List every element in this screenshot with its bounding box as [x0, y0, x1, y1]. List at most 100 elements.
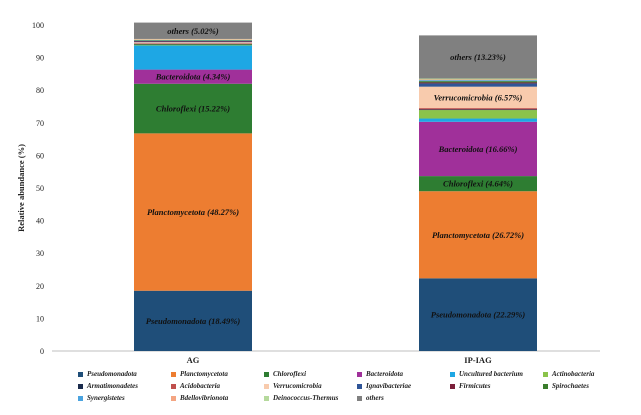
segment-label: Planctomycetota (48.27%): [147, 207, 239, 217]
bar-segment: [419, 108, 537, 110]
y-tick-label: 70: [36, 119, 44, 128]
bar-segment: [419, 86, 537, 109]
legend-label: Ignavibacteriae: [366, 382, 412, 390]
bar-segment: [419, 35, 537, 79]
bar-segment: [134, 40, 252, 42]
bar-segment: [134, 44, 252, 46]
legend-item: Acidobacteria: [171, 382, 264, 391]
legend-item: Spirochaetes: [543, 382, 636, 391]
x-category-label: AG: [187, 355, 200, 365]
segment-label: Chloroflexi (4.64%): [443, 179, 513, 189]
legend-item: Pseudomonadota: [78, 370, 171, 379]
legend-label: Bacteroidota: [366, 370, 403, 378]
bar-segment: [134, 133, 252, 291]
legend-item: Deinococcus-Thermus: [264, 394, 357, 403]
y-tick-label: 60: [36, 151, 44, 160]
legend-label: Pseudomonadota: [87, 370, 137, 378]
bar-segment: [134, 43, 252, 44]
segment-label: others (13.23%): [450, 52, 506, 62]
legend-swatch: [357, 396, 362, 401]
y-tick-label: 10: [36, 314, 44, 323]
segment-label: Planctomycetota (26.72%): [432, 230, 524, 240]
y-tick-label: 100: [32, 21, 44, 30]
legend-label: Planctomycetota: [180, 370, 228, 378]
legend-label: Actinobacteria: [552, 370, 595, 378]
y-tick-label: 80: [36, 86, 44, 95]
legend-item: Verrucomicrobia: [264, 382, 357, 391]
bar-segment: [419, 83, 537, 87]
segment-label: Pseudomonadota (22.29%): [431, 310, 526, 320]
bar-segment: [134, 43, 252, 45]
legend-item: Synergistetes: [78, 394, 171, 403]
legend-item: Ignavibacteriae: [357, 382, 450, 391]
segment-label: Chloroflexi (15.22%): [156, 104, 230, 114]
legend-swatch: [78, 396, 83, 401]
bar-segment: [419, 79, 537, 81]
y-tick-label: 40: [36, 217, 44, 226]
legend-swatch: [264, 384, 269, 389]
legend-swatch: [171, 384, 176, 389]
legend-label: Verrucomicrobia: [273, 382, 322, 390]
legend-label: Chloroflexi: [273, 370, 307, 378]
legend-item: Bacteroidota: [357, 370, 450, 379]
legend-item: Actinobacteria: [543, 370, 636, 379]
legend-swatch: [264, 372, 269, 377]
legend-label: Deinococcus-Thermus: [273, 394, 339, 402]
y-tick-label: 50: [36, 184, 44, 193]
bar-segment: [134, 45, 252, 70]
legend-label: Synergistetes: [87, 394, 125, 402]
y-tick-label: 30: [36, 249, 44, 258]
legend-item: Armatimonadetes: [78, 382, 171, 391]
legend-swatch: [450, 384, 455, 389]
bar-segment: [419, 118, 537, 122]
y-tick-label: 0: [40, 347, 44, 356]
legend-label: Spirochaetes: [552, 382, 589, 390]
bar-segment: [134, 39, 252, 40]
bars: [134, 22, 537, 351]
segment-label: others (5.02%): [167, 26, 219, 36]
bar-segment: [419, 191, 537, 279]
bar-segment: [419, 121, 537, 177]
legend-swatch: [78, 384, 83, 389]
bar-segment: [134, 42, 252, 44]
stacked-bar-chart: 0 10 20 30 40 50 60 70 80 90 100 AG IP-IAG Pseudomon…: [16, 21, 600, 365]
legend-swatch: [543, 384, 548, 389]
legend-swatch: [543, 372, 548, 377]
legend-label: Bdellovibrionota: [180, 394, 229, 402]
legend: Pseudomonadota Planctomycetota Chloroflexi…: [78, 370, 638, 403]
segment-label: Bacteroidota (4.34%): [155, 72, 231, 82]
legend-item: Firmicutes: [450, 382, 543, 391]
bar-segment: [134, 41, 252, 43]
legend-swatch: [171, 372, 176, 377]
x-category-label: IP-IAG: [464, 355, 492, 365]
legend-swatch: [264, 396, 269, 401]
bar-segment: [134, 40, 252, 41]
legend-label: Uncultured bacterium: [459, 370, 523, 378]
legend-label: Armatimonadetes: [87, 382, 138, 390]
legend-item: Uncultured bacterium: [450, 370, 543, 379]
legend-label: Firmicutes: [459, 382, 491, 390]
bar-segment: [419, 109, 537, 111]
legend-swatch: [357, 384, 362, 389]
legend-item: Planctomycetota: [171, 370, 264, 379]
y-tick-label: 90: [36, 54, 44, 63]
y-axis-label: Relative abundance (%): [16, 144, 26, 232]
segment-label: Bacteroidota (16.66%): [438, 144, 518, 154]
legend-swatch: [171, 396, 176, 401]
legend-item: Chloroflexi: [264, 370, 357, 379]
bar-segment: [419, 110, 537, 119]
bar-segment: [134, 22, 252, 39]
bar-segment: [134, 290, 252, 351]
bar-segment: [134, 83, 252, 134]
legend-label: others: [366, 394, 384, 402]
bar-segment: [419, 176, 537, 192]
bar-segment: [419, 82, 537, 84]
legend-swatch: [450, 372, 455, 377]
bar-segment: [419, 78, 537, 80]
y-tick-label: 20: [36, 282, 44, 291]
legend-item: Bdellovibrionota: [171, 394, 264, 403]
legend-swatch: [78, 372, 83, 377]
segment-label: Pseudomonadota (18.49%): [146, 316, 241, 326]
legend-item: others: [357, 394, 450, 403]
segment-labels: Pseudomonadota (18.49%) Planctomycetota (…: [146, 26, 526, 326]
